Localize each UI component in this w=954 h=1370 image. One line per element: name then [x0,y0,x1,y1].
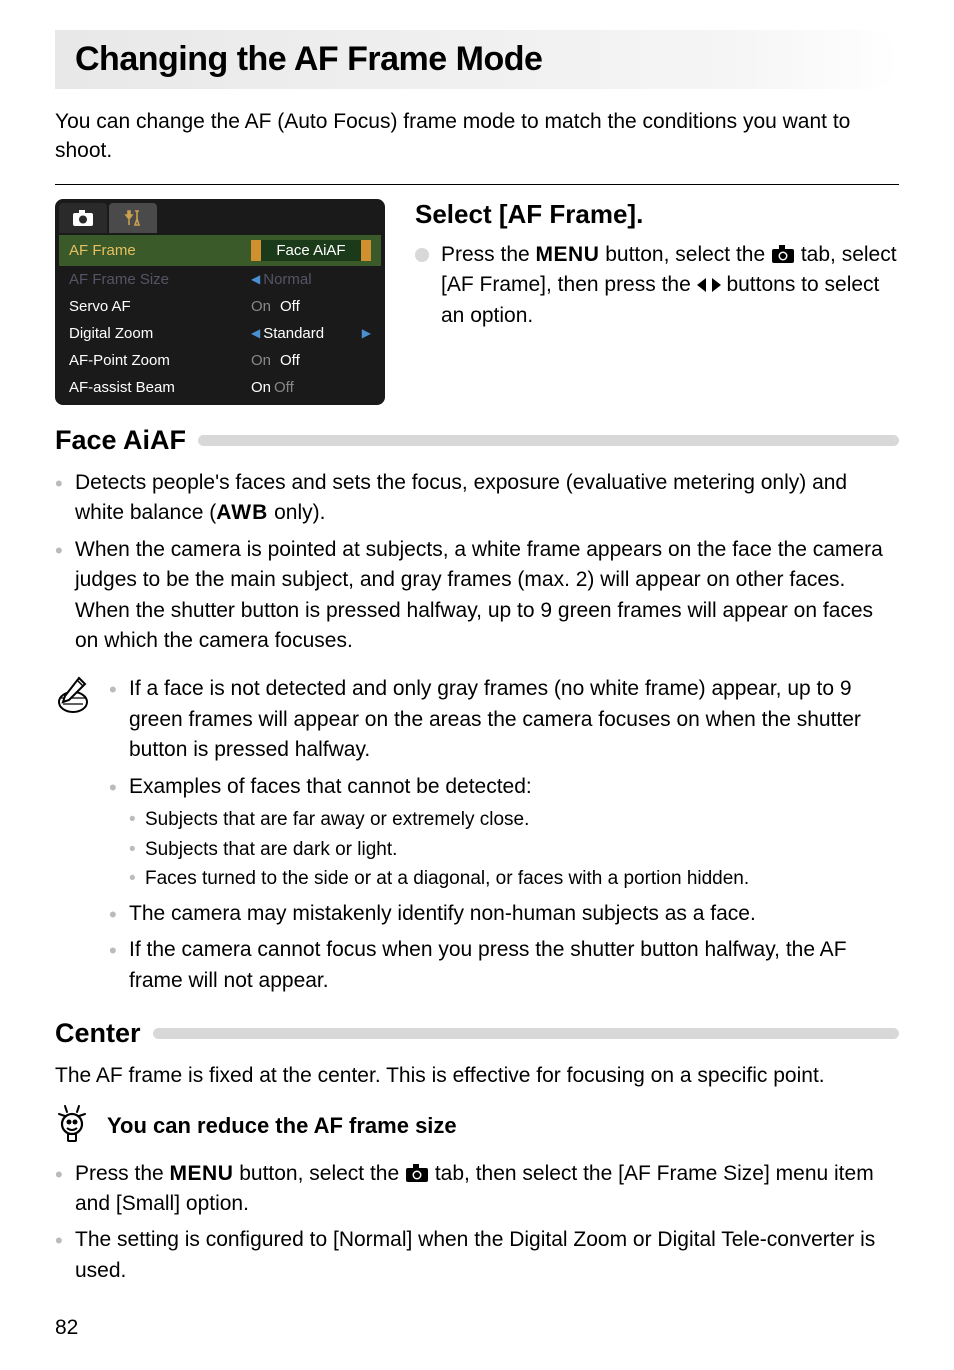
text: only). [268,501,325,524]
lcd-label: AF-Point Zoom [69,352,251,369]
lcd-row-af-assist-beam: AF-assist Beam On Off [59,374,381,401]
menu-label: MENU [170,1162,234,1185]
bullet-item: Detects people's faces and sets the focu… [55,468,899,529]
lcd-row-digital-zoom: Digital Zoom ◀ Standard ▶ [59,320,381,347]
tools-icon [123,209,143,227]
intro-text: You can change the AF (Auto Focus) frame… [55,107,899,166]
bullet-item: When the camera is pointed at subjects, … [55,535,899,657]
tip-title: You can reduce the AF frame size [107,1113,457,1139]
camera-tab-icon [405,1163,429,1183]
lcd-value: Face AiAF [251,240,371,261]
tip-bullets: Press the MENU button, select the tab, t… [55,1159,899,1287]
text: Detects people's faces and sets the focu… [75,471,847,524]
h2-text: Center [55,1018,141,1049]
lcd-row-af-frame: AF Frame Face AiAF [59,235,381,266]
tip-heading-row: You can reduce the AF frame size [55,1104,899,1149]
camera-icon [72,209,94,227]
step-text: Select [AF Frame]. Press the MENU button… [415,199,899,405]
lcd-label: AF-assist Beam [69,379,251,396]
bullet-item: The camera may mistakenly identify non-h… [109,899,899,929]
sub-bullet-item: Subjects that are far away or extremely … [129,806,899,834]
lcd-tabs [59,203,381,233]
page-title: Changing the AF Frame Mode [75,40,879,79]
page-number: 82 [55,1316,899,1340]
lightbulb-icon [55,1104,89,1149]
lcd-label: AF Frame [69,242,251,259]
h2-bar [198,435,899,446]
lcd-row-servo-af: Servo AF OnOff [59,293,381,320]
section-heading-center: Center [55,1018,899,1049]
lcd-value: OnOff [251,352,371,369]
bullet-item: If the camera cannot focus when you pres… [109,935,899,996]
center-body: The AF frame is fixed at the center. Thi… [55,1061,899,1091]
lcd-tab-tools [109,203,157,233]
left-right-arrows-icon [697,276,721,294]
text: Press the [75,1162,170,1185]
sub-bullet-item: Subjects that are dark or light. [129,836,899,864]
step-body-part: button, select the [599,243,771,266]
lcd-label: AF Frame Size [69,271,251,288]
camera-tab-icon [771,244,795,264]
step-body-part: Press the [441,243,536,266]
lcd-label: Digital Zoom [69,325,251,342]
lcd-tab-camera [59,203,107,233]
step-body: Press the MENU button, select the tab, s… [415,240,899,331]
step-row: AF Frame Face AiAF AF Frame Size ◀ Norma… [55,199,899,405]
awb-icon-text: AWB [216,501,268,524]
note-box: If a face is not detected and only gray … [55,674,899,1002]
section-heading-face-aiaf: Face AiAF [55,425,899,456]
lcd-value: OnOff [251,298,371,315]
bullet-item: Press the MENU button, select the tab, t… [55,1159,899,1220]
pencil-note-icon [55,674,91,1002]
menu-label: MENU [536,243,600,266]
sub-bullet-item: Faces turned to the side or at a diagona… [129,865,899,893]
lcd-row-af-point-zoom: AF-Point Zoom OnOff [59,347,381,374]
separator [55,184,899,185]
lcd-value: ◀ Normal [251,271,371,288]
bullet-item: Examples of faces that cannot be detecte… [109,772,899,893]
step-title: Select [AF Frame]. [415,199,899,230]
camera-lcd-screenshot: AF Frame Face AiAF AF Frame Size ◀ Norma… [55,199,385,405]
lcd-row-af-frame-size: AF Frame Size ◀ Normal [59,266,381,293]
text: Examples of faces that cannot be detecte… [129,775,532,798]
note-bullets: If a face is not detected and only gray … [109,674,899,1002]
lcd-value: ◀ Standard ▶ [251,325,371,342]
sub-bullets: Subjects that are far away or extremely … [129,806,899,893]
bullet-item: The setting is configured to [Normal] wh… [55,1225,899,1286]
text: button, select the [233,1162,405,1185]
face-aiaf-bullets: Detects people's faces and sets the focu… [55,468,899,657]
h2-bar [153,1028,899,1039]
page-title-bar: Changing the AF Frame Mode [55,30,899,89]
h2-text: Face AiAF [55,425,186,456]
bullet-item: If a face is not detected and only gray … [109,674,899,765]
lcd-label: Servo AF [69,298,251,315]
lcd-value: On Off [251,379,371,396]
